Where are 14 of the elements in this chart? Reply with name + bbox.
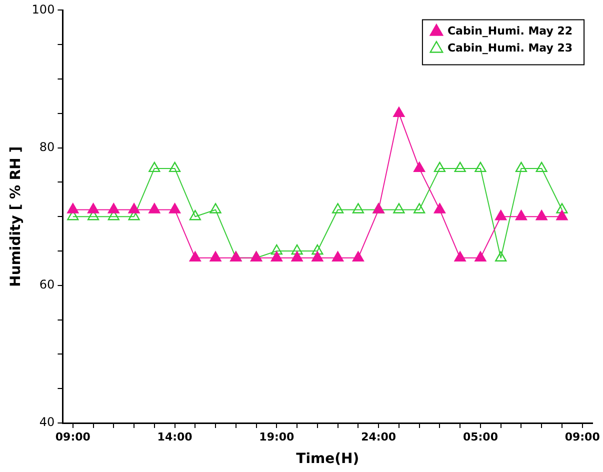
y-tick-label: 40 <box>39 415 55 430</box>
x-tick-label: 09:00 <box>564 430 600 444</box>
legend-label: Cabin_Humi. May 23 <box>447 42 573 55</box>
x-tick-label: 14:00 <box>157 430 193 444</box>
x-tick-label: 19:00 <box>259 430 295 444</box>
y-tick-label: 100 <box>32 2 55 16</box>
x-axis-title: Time(H) <box>296 451 360 468</box>
legend-label: Cabin_Humi. May 22 <box>447 24 573 38</box>
y-tick-label: 60 <box>39 278 55 292</box>
y-axis-title: Humidity [ % RH ] <box>8 146 24 287</box>
x-tick-label: 09:00 <box>55 430 91 444</box>
x-tick-label: 24:00 <box>361 430 396 444</box>
x-tick-label: 05:00 <box>462 430 498 444</box>
y-tick-label: 80 <box>39 140 55 154</box>
